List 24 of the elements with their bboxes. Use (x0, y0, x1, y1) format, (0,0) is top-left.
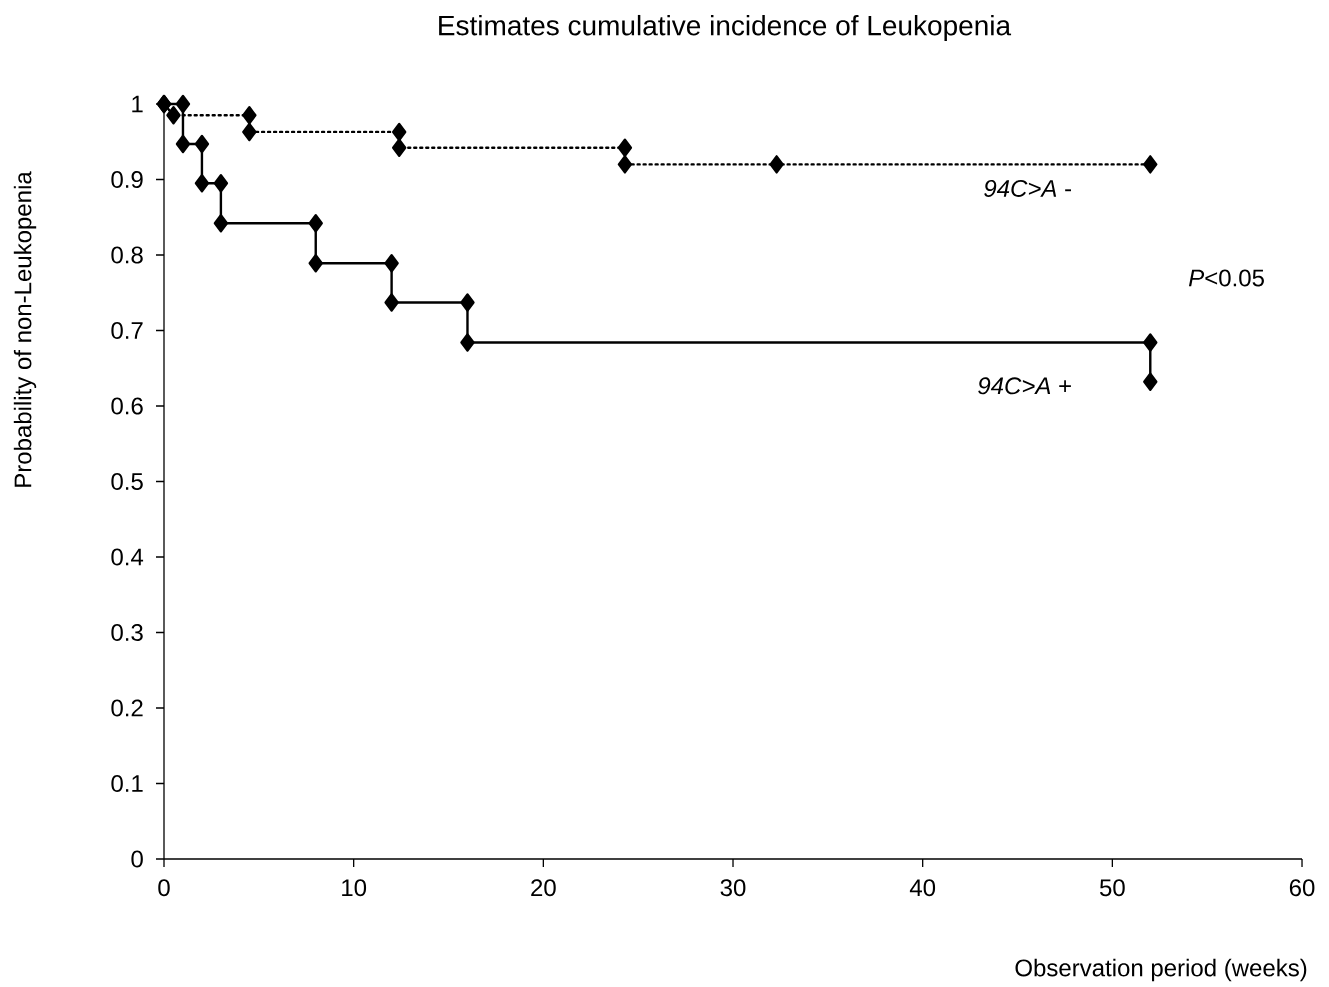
series-label: 94C>A + (978, 377, 1071, 395)
x-tick-label: 50 (1099, 879, 1125, 897)
y-tick-label: 0.6 (111, 397, 143, 415)
x-tick-label: 10 (342, 879, 367, 897)
y-tick-label: 0.3 (111, 624, 143, 641)
x-tick-label: 20 (531, 879, 556, 897)
y-axis-title: Probability of non-Leukopenia (13, 171, 37, 487)
y-tick-label: 1 (132, 95, 143, 113)
y-tick-label: 0 (131, 850, 143, 868)
x-tick-label: 60 (1289, 879, 1315, 897)
y-tick-label: 0.9 (111, 171, 143, 188)
x-tick-label: 40 (909, 879, 936, 897)
series-label: 94C>A - (984, 179, 1072, 197)
x-axis-title: Observation period (weeks) (1015, 958, 1307, 982)
x-tick-label: 0 (158, 879, 170, 897)
annotation: P<0.05 (1188, 269, 1264, 287)
x-tick-label: 30 (720, 879, 746, 897)
y-tick-label: 0.2 (111, 699, 143, 717)
y-tick-label: 0.1 (111, 775, 143, 792)
y-tick-label: 0.4 (111, 548, 144, 566)
chart-title: Estimates cumulative incidence of Leukopenia (439, 14, 1012, 42)
y-tick-label: 0.5 (111, 473, 143, 490)
y-tick-label: 0.8 (111, 246, 143, 264)
y-tick-label: 0.7 (111, 322, 143, 339)
